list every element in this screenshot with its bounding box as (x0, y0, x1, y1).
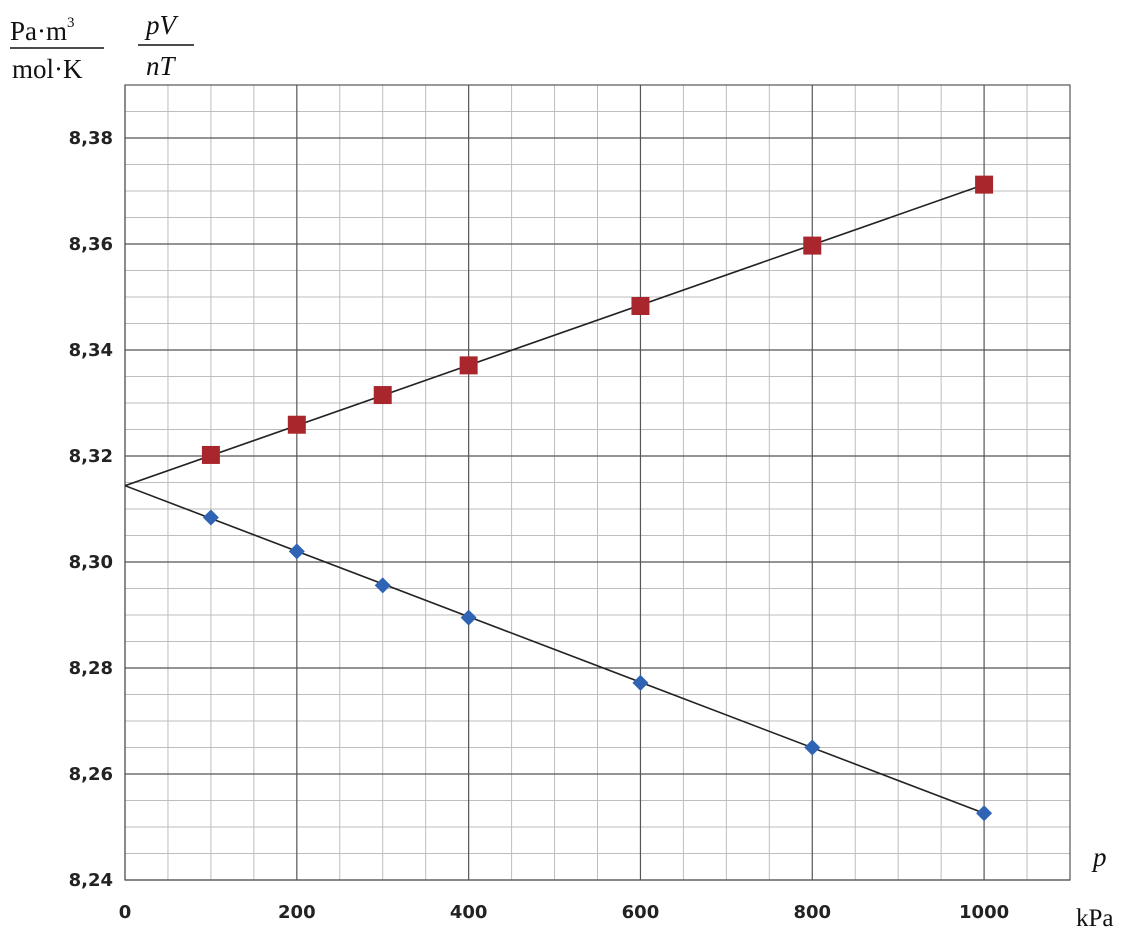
diamond-marker (976, 805, 993, 822)
square-marker (373, 386, 392, 405)
x-tick-label: 200 (278, 902, 316, 923)
square-marker (287, 415, 306, 434)
y-tick-label: 8,32 (69, 446, 113, 467)
diamond-marker (632, 674, 649, 691)
plot-frame (124, 84, 1071, 881)
diamond-marker (202, 509, 219, 526)
square-marker (631, 297, 650, 316)
x-tick-label: 400 (450, 902, 488, 923)
minor-grid (125, 84, 1071, 880)
y-unit-numerator: Pa·m3 (10, 15, 75, 46)
square-marker (975, 175, 994, 194)
y-tick-label: 8,34 (69, 340, 113, 361)
x-tick-label: 1000 (959, 902, 1009, 923)
diamond-marker (804, 739, 821, 756)
y-tick-label: 8,28 (69, 658, 113, 679)
x-tick-label: 800 (793, 902, 831, 923)
fit-lines (124, 183, 985, 814)
x-axis-unit: kPa (1076, 905, 1114, 932)
y-tick-label: 8,30 (69, 552, 113, 573)
square-marker (201, 445, 220, 464)
y-unit-denominator: mol·K (12, 54, 83, 84)
y-tick-labels: 8,24 8,26 8,28 8,30 8,32 8,34 8,36 8,38 (69, 128, 113, 891)
x-tick-label: 0 (119, 902, 132, 923)
fit-line-1 (124, 183, 985, 487)
data-markers (201, 175, 994, 822)
x-tick-label: 600 (622, 902, 660, 923)
x-tick-labels: 0 200 400 600 800 1000 (119, 902, 1009, 923)
y-label-numerator: pV (144, 10, 180, 40)
square-marker (459, 356, 478, 375)
y-unit-power: 3 (67, 15, 75, 31)
y-tick-label: 8,26 (69, 764, 113, 785)
x-axis-label: p (1091, 842, 1107, 872)
y-label-denominator: nT (146, 51, 177, 81)
fit-line-2 (124, 484, 985, 814)
y-tick-label: 8,36 (69, 234, 113, 255)
y-tick-label: 8,38 (69, 128, 113, 149)
diamond-marker (288, 543, 305, 560)
diamond-marker (374, 577, 391, 594)
square-marker (803, 236, 822, 255)
y-tick-label: 8,24 (69, 870, 113, 891)
diamond-marker (460, 609, 477, 626)
